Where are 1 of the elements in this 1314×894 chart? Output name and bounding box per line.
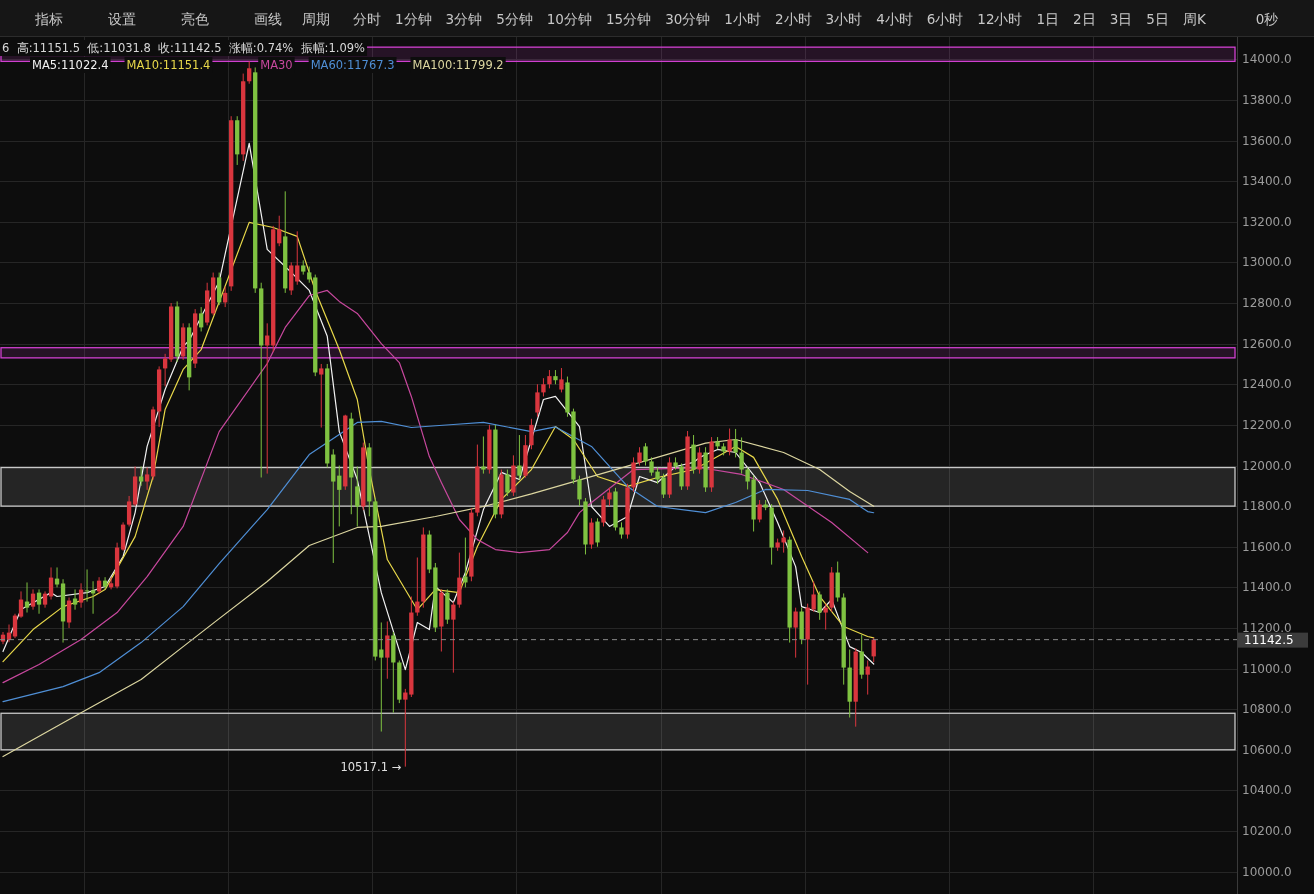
annotation: 10517.1 → [340,759,402,774]
